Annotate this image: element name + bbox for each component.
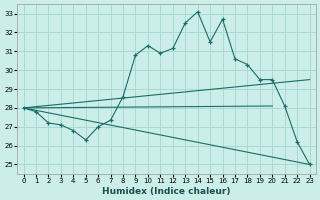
X-axis label: Humidex (Indice chaleur): Humidex (Indice chaleur) bbox=[102, 187, 231, 196]
